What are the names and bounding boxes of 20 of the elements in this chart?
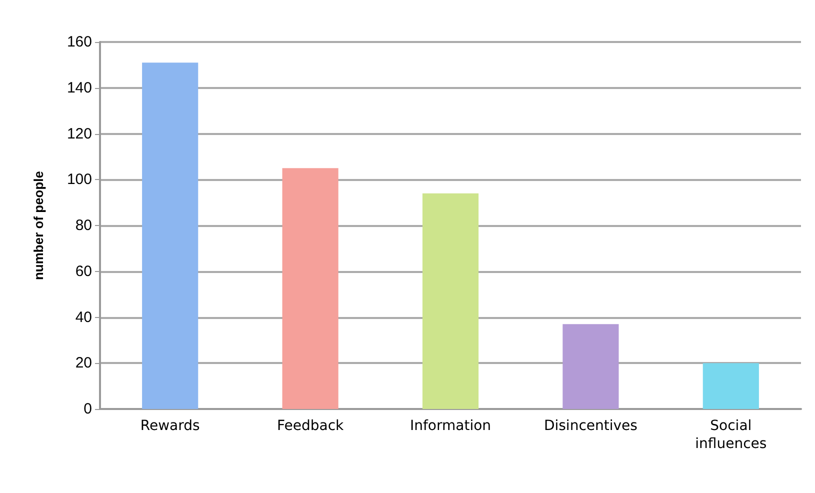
y-tick-label: 60 bbox=[75, 262, 92, 280]
y-tick-label: 0 bbox=[84, 400, 92, 418]
bar bbox=[282, 168, 338, 409]
y-tick-label: 40 bbox=[75, 308, 92, 326]
x-tick-label: Information bbox=[410, 418, 492, 434]
y-tick-label: 160 bbox=[66, 34, 92, 50]
y-tick-label: 140 bbox=[66, 79, 92, 96]
bar bbox=[702, 363, 759, 409]
y-axis-title: number of people bbox=[31, 170, 46, 280]
bar bbox=[422, 193, 479, 409]
x-tick-label: Rewards bbox=[140, 418, 200, 434]
y-tick-label: 80 bbox=[75, 217, 92, 234]
y-tick-label: 120 bbox=[66, 125, 92, 142]
bar bbox=[142, 62, 198, 409]
x-tick-label: Feedback bbox=[276, 418, 345, 434]
bar bbox=[562, 324, 619, 409]
y-tick-label: 100 bbox=[66, 171, 92, 188]
x-tick-label: Disincentives bbox=[544, 418, 638, 434]
x-tick-label: Social influences bbox=[695, 418, 767, 452]
y-tick-label: 20 bbox=[75, 354, 92, 372]
